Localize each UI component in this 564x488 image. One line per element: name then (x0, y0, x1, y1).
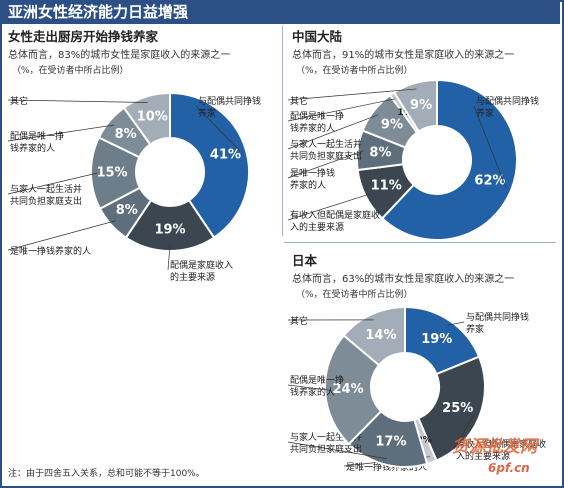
slice-category-label: 入的主要来源 (290, 221, 344, 233)
slice-category-label: 共同负担家庭支出 (10, 195, 82, 207)
slice-value-label: 19% (154, 223, 185, 238)
slice-category-label: 与家人一起生活并 (290, 138, 362, 150)
slice-value-label: 9% (410, 98, 432, 113)
slice-value-label: 1% (397, 108, 412, 118)
donut-slice (417, 355, 486, 462)
slice-category-label: 养家 (476, 107, 494, 119)
chart-title: 中国大陆 (292, 29, 343, 44)
chart-subtitle: 总体而言，63%的城市女性是家庭收入的来源之一 (292, 272, 514, 285)
donut-slice (169, 91, 250, 239)
slice-category-label: 与配偶共同挣钱 (466, 311, 529, 323)
donut-slice (122, 91, 171, 146)
donut-slice (342, 305, 406, 367)
leader-line (287, 98, 396, 122)
leader-line (7, 99, 148, 103)
slice-category-label: 配偶是家庭收入 (170, 259, 233, 271)
watermark-text: 货源批发网 (452, 437, 540, 457)
leader-line (167, 244, 171, 271)
chart-title: 女性走出厨房开始挣钱养家 (8, 29, 159, 44)
slice-category-label: 配偶是唯一挣 (290, 110, 344, 122)
slice-value-label: 14% (365, 328, 396, 343)
slice-value-label: 62% (474, 173, 505, 188)
slice-category-label: 配偶是唯一挣 (290, 374, 344, 386)
slice-category-label: 配偶是唯一挣 (10, 130, 64, 142)
slice-value-label: 24% (332, 382, 363, 397)
slice-value-label: 8% (115, 127, 137, 142)
chart-title: 日本 (292, 253, 318, 268)
slice-value-label: 11% (371, 178, 402, 193)
chart-note: （%，在受访者中所占比例） (296, 64, 413, 76)
chart-subtitle: 总体而言，83%的城市女性是家庭收入的来源之一 (8, 48, 230, 61)
slice-category-label: 有收入但配偶是家庭收 (456, 438, 546, 450)
slice-category-label: 与配偶共同挣钱 (198, 95, 261, 107)
chart-subtitle: 总体而言，91%的城市女性是家庭收入的来源之一 (292, 48, 514, 61)
slice-category-label: 与家人一起生活并 (10, 183, 82, 195)
donut-slice (380, 78, 518, 241)
slice-value-label: 19% (421, 332, 452, 347)
leader-line (453, 414, 474, 450)
leader-line (195, 105, 241, 151)
slice-category-label: 养家 (198, 107, 216, 119)
slice-value-label: 8% (116, 203, 138, 218)
slice-value-label: 25% (442, 401, 473, 416)
leader-line (7, 124, 115, 142)
leader-line (446, 321, 465, 326)
section-divider (284, 242, 556, 243)
slice-category-label: 其它 (290, 95, 308, 107)
page-title: 亚洲女性经济能力日益增强 (0, 0, 560, 24)
column-divider (282, 26, 283, 236)
slice-category-label: 钱养家的人 (290, 122, 335, 134)
donut-slice (324, 334, 383, 446)
slice-value-label: 2% (416, 436, 431, 446)
slice-category-label: 入的主要来源 (456, 450, 510, 462)
slice-category-label: 是唯一挣钱 (290, 167, 335, 179)
donut-slice (392, 78, 438, 133)
slice-category-label: 养家 (466, 323, 484, 335)
leader-line (287, 193, 372, 221)
leader-line (287, 384, 332, 391)
chart-note: （%，在受访者中所占比例） (296, 288, 413, 300)
leader-line (287, 441, 387, 460)
chart-note: （%，在受访者中所占比例） (12, 64, 129, 76)
leader-line (473, 105, 507, 188)
slice-category-label: 共同负担家庭支出 (290, 150, 362, 162)
slice-category-label: 其它 (10, 95, 28, 107)
slice-value-label: 10% (137, 109, 168, 124)
leader-line (287, 88, 417, 101)
leader-line (7, 220, 116, 251)
slice-category-label: 是唯一挣钱养家的人 (10, 245, 91, 257)
slice-category-label: 有收入但配偶是家庭收 (290, 209, 380, 221)
watermark-url: 6pf.cn (488, 461, 530, 475)
leader-line (287, 114, 379, 150)
leader-line (287, 150, 364, 179)
slice-value-label: 9% (381, 118, 403, 133)
slice-category-label: 养家的人 (290, 179, 326, 191)
footnote: 注：由于四舍五入关系，总和可能不等于100%。 (8, 469, 205, 479)
leader-line (7, 172, 98, 195)
donut-hole (404, 127, 470, 193)
donut-hole (137, 139, 203, 205)
slice-category-label: 的主要来源 (170, 271, 215, 283)
slice-category-label: 与配偶共同挣钱 (476, 95, 539, 107)
slice-value-label: 15% (96, 165, 127, 180)
slice-category-label: 共同负担家庭支出 (290, 443, 362, 455)
slice-value-label: 41% (210, 148, 241, 163)
slice-category-label: 其它 (290, 315, 308, 327)
slice-category-label: 钱养家的人 (10, 142, 55, 154)
slice-value-label: 8% (369, 145, 391, 160)
slice-value-label: 17% (375, 435, 406, 450)
slice-category-label: 钱养家的人 (290, 386, 335, 398)
donut-hole (372, 354, 438, 420)
watermark-logo: 货源批发网 6pf.cn (452, 437, 540, 475)
